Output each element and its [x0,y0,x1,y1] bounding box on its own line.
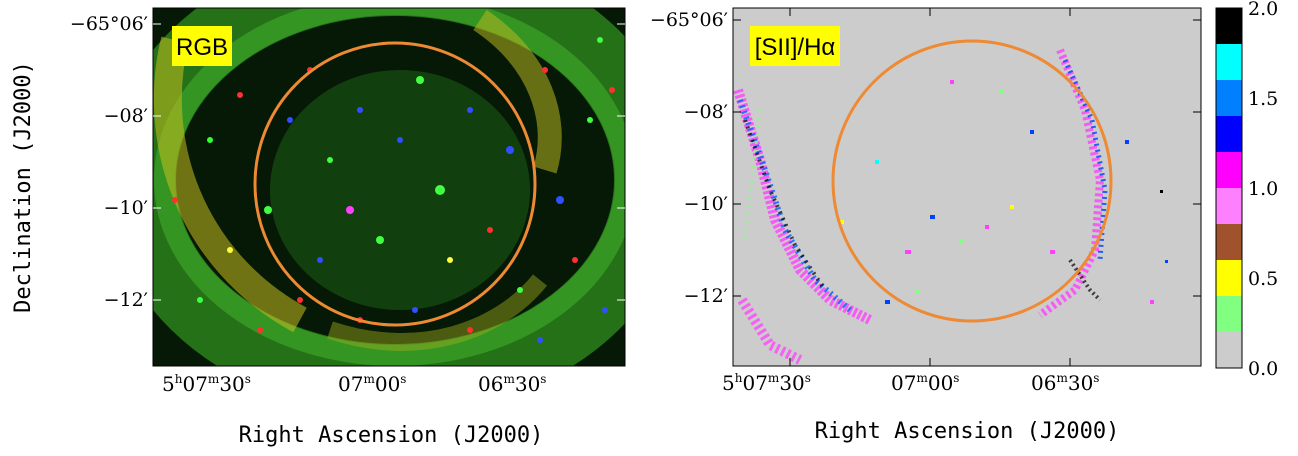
ratio-label-box [750,26,840,66]
colorbar-tick-label: 0.0 [1248,358,1278,380]
rgb-frame [152,7,626,367]
ratio-xtick-label: 06m30s [1031,371,1099,395]
colorbar-tick-label: 1.5 [1248,88,1278,110]
star-field [172,37,615,343]
ratio-image [733,8,1201,366]
ratio-ytick-label: −10′ [684,193,728,215]
x-axis-label: Right Ascension (J2000) [239,423,544,448]
rgb-panel: RGB −65°06′ −08′ −10′ −12′ 5h07m30s 07m0… [70,7,626,396]
rgb-xtick-label: 5h07m30s [162,372,251,396]
colorbar-swatch [1216,8,1242,44]
ratio-pixels [733,48,1168,365]
ratio-ytick-label: −65°06′ [650,9,728,31]
x-axis-label: Right Ascension (J2000) [815,419,1120,444]
colorbar: 2.0 1.5 1.0 0.5 0.0 [1215,0,1278,380]
rgb-xtick-label: 06m30s [478,372,546,396]
colorbar-swatches [1216,8,1242,368]
remnant-circle [253,41,537,327]
colorbar-swatch [1216,296,1242,332]
ratio-xtick-label: 5h07m30s [722,371,811,395]
ratio-frame [732,7,1202,367]
ratio-ytick-label: −08′ [684,101,728,123]
colorbar-tick-label: 2.0 [1248,0,1278,20]
rgb-ytick-label: −08′ [104,105,148,127]
ratio-label: [SII]/Hα [755,34,836,61]
colorbar-frame [1215,7,1243,369]
rgb-ytick-label: −10′ [104,197,148,219]
rgb-ytick-label: −65°06′ [70,13,148,35]
y-axis-label: Declination (J2000) [11,61,36,313]
ratio-xtick-label: 07m00s [891,371,959,395]
colorbar-swatch [1216,152,1242,188]
ratio-panel: [SII]/Hα −65°06′ −08′ −10′ −12′ 5h07m30s… [650,7,1202,395]
rgb-xtick-label: 07m00s [338,372,406,396]
rgb-label-box [172,26,232,66]
colorbar-swatch [1216,224,1242,260]
colorbar-swatch [1216,80,1242,116]
colorbar-tick-label: 1.0 [1248,178,1278,200]
colorbar-swatch [1216,44,1242,80]
colorbar-swatch [1216,332,1242,368]
colorbar-swatch [1216,116,1242,152]
colorbar-swatch [1216,260,1242,296]
colorbar-swatch [1216,188,1242,224]
ratio-ytick-label: −12′ [684,285,728,307]
remnant-circle [831,39,1113,323]
rgb-image [153,8,625,366]
colorbar-tick-label: 0.5 [1248,268,1278,290]
rgb-ytick-label: −12′ [104,289,148,311]
rgb-label: RGB [176,34,228,61]
